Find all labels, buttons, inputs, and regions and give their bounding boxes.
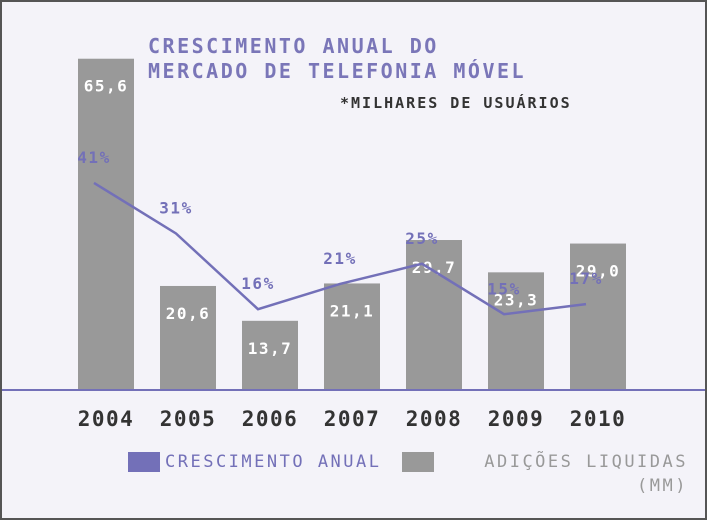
line-label: 41% xyxy=(77,148,110,167)
bar-label: 21,1 xyxy=(330,301,375,320)
bar xyxy=(488,272,544,390)
line-label: 31% xyxy=(159,198,192,217)
line xyxy=(93,181,587,316)
legend-label: ADIÇÕES LIQUIDAS (MM) xyxy=(484,452,688,496)
line-label: 16% xyxy=(241,274,274,293)
bar-label: 29,0 xyxy=(576,262,621,281)
legend-swatch xyxy=(402,452,434,472)
legend-swatch xyxy=(128,452,160,472)
line-label: 25% xyxy=(405,229,438,248)
bar-label: 13,7 xyxy=(248,339,293,358)
x-tick-label: 2010 xyxy=(570,407,627,431)
chart-subtitle: *MILHARES DE USUÁRIOS xyxy=(340,94,572,112)
x-tick-label: 2008 xyxy=(406,407,463,431)
legend-label: CRESCIMENTO ANUAL xyxy=(165,452,382,472)
bar-label: 29,7 xyxy=(412,258,457,277)
x-tick-label: 2005 xyxy=(160,407,217,431)
chart-title: CRESCIMENTO ANUAL DO MERCADO DE TELEFONI… xyxy=(148,34,527,83)
x-tick-label: 2009 xyxy=(488,407,545,431)
bar xyxy=(570,243,626,390)
bar xyxy=(324,283,380,390)
bar xyxy=(242,320,298,390)
bar-label: 20,6 xyxy=(166,304,211,323)
x-tick-label: 2004 xyxy=(78,407,135,431)
line-label: 21% xyxy=(323,249,356,268)
bar xyxy=(160,285,216,390)
bar-label: 23,3 xyxy=(494,290,539,309)
x-tick-label: 2006 xyxy=(242,407,299,431)
line-label: 17% xyxy=(569,269,602,288)
line-label: 15% xyxy=(487,279,520,298)
x-tick-label: 2007 xyxy=(324,407,381,431)
bar-label: 65,6 xyxy=(84,77,129,96)
bar xyxy=(78,58,134,390)
